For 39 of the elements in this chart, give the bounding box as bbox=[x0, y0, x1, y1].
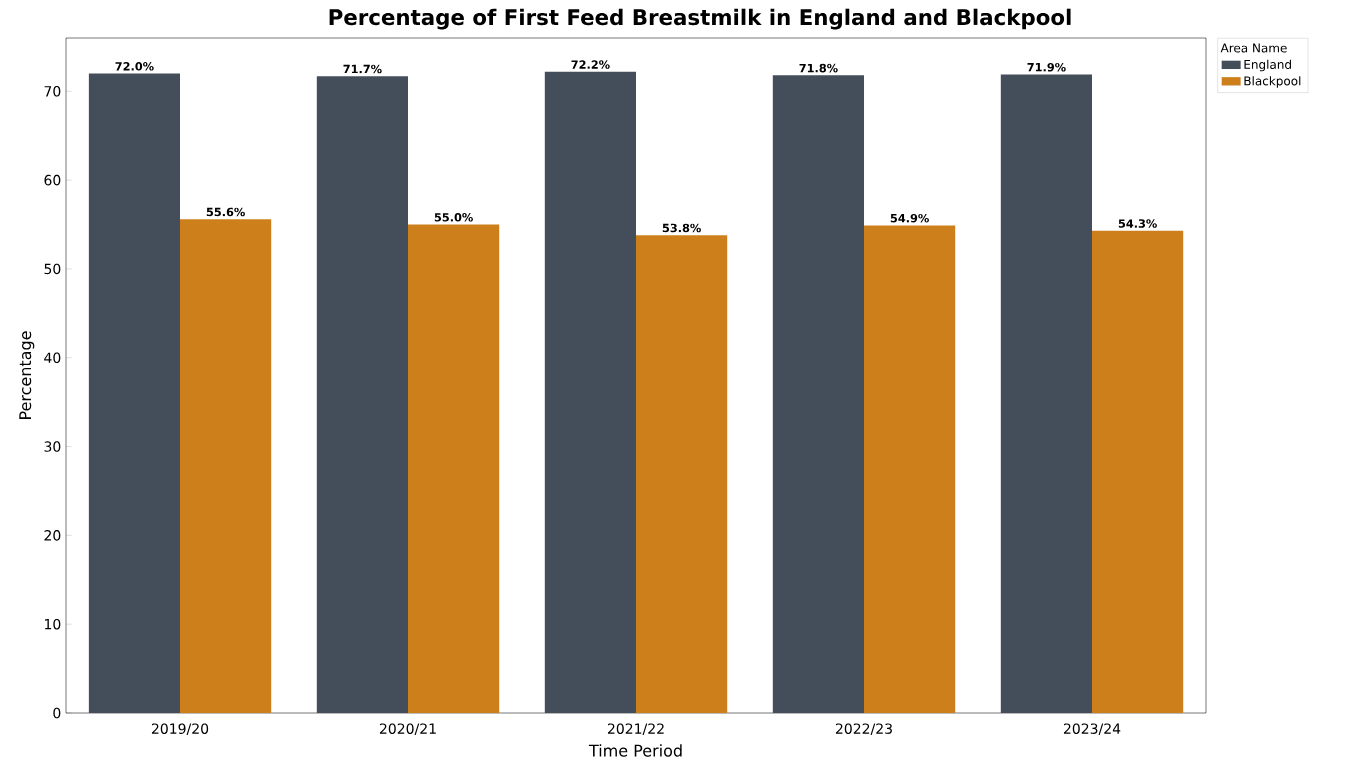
legend-label: England bbox=[1244, 59, 1291, 72]
y-tick-label: 40 bbox=[44, 352, 61, 364]
y-tick-label: 70 bbox=[44, 86, 61, 97]
x-tick-label: 2020/21 bbox=[379, 723, 436, 736]
bar bbox=[316, 76, 408, 713]
y-tick-label: 60 bbox=[44, 174, 61, 186]
chart-title: Percentage of First Feed Breastmilk in England and Blackpool bbox=[329, 8, 1071, 30]
y-tick-label: 10 bbox=[45, 618, 61, 630]
y-axis-title: Percentage bbox=[19, 331, 35, 419]
data-label: 54.9% bbox=[890, 213, 929, 223]
y-tick-label: 30 bbox=[44, 441, 61, 452]
legend-label: Blackpool bbox=[1244, 76, 1301, 88]
bar bbox=[772, 75, 865, 713]
data-label: 55.6% bbox=[206, 207, 245, 217]
data-label: 55.0% bbox=[434, 213, 473, 222]
bar bbox=[88, 73, 180, 713]
data-label: 71.7% bbox=[343, 64, 382, 74]
data-label: 72.2% bbox=[571, 60, 610, 69]
bar bbox=[864, 225, 956, 713]
data-label: 53.8% bbox=[662, 223, 701, 233]
legend-title: Area Name bbox=[1220, 43, 1287, 53]
bar bbox=[408, 224, 500, 713]
x-tick-label: 2021/22 bbox=[607, 723, 664, 736]
x-tick-label: 2023/24 bbox=[1063, 723, 1121, 736]
bar bbox=[1000, 74, 1093, 713]
data-label: 71.8% bbox=[799, 63, 838, 73]
y-tick-label: 50 bbox=[44, 263, 61, 275]
data-label: 54.3% bbox=[1118, 219, 1157, 228]
y-tick-label: 0 bbox=[53, 707, 61, 719]
x-axis-title: Time Period bbox=[588, 744, 682, 757]
data-label: 72.0% bbox=[115, 62, 154, 71]
bar bbox=[544, 71, 637, 713]
bar bbox=[636, 235, 728, 713]
bar bbox=[1092, 230, 1184, 713]
x-tick-label: 2022/23 bbox=[835, 723, 892, 736]
bar bbox=[180, 219, 272, 713]
data-label: 71.9% bbox=[1027, 62, 1066, 72]
y-tick-label: 20 bbox=[44, 530, 61, 541]
x-tick-label: 2019/20 bbox=[151, 723, 209, 736]
